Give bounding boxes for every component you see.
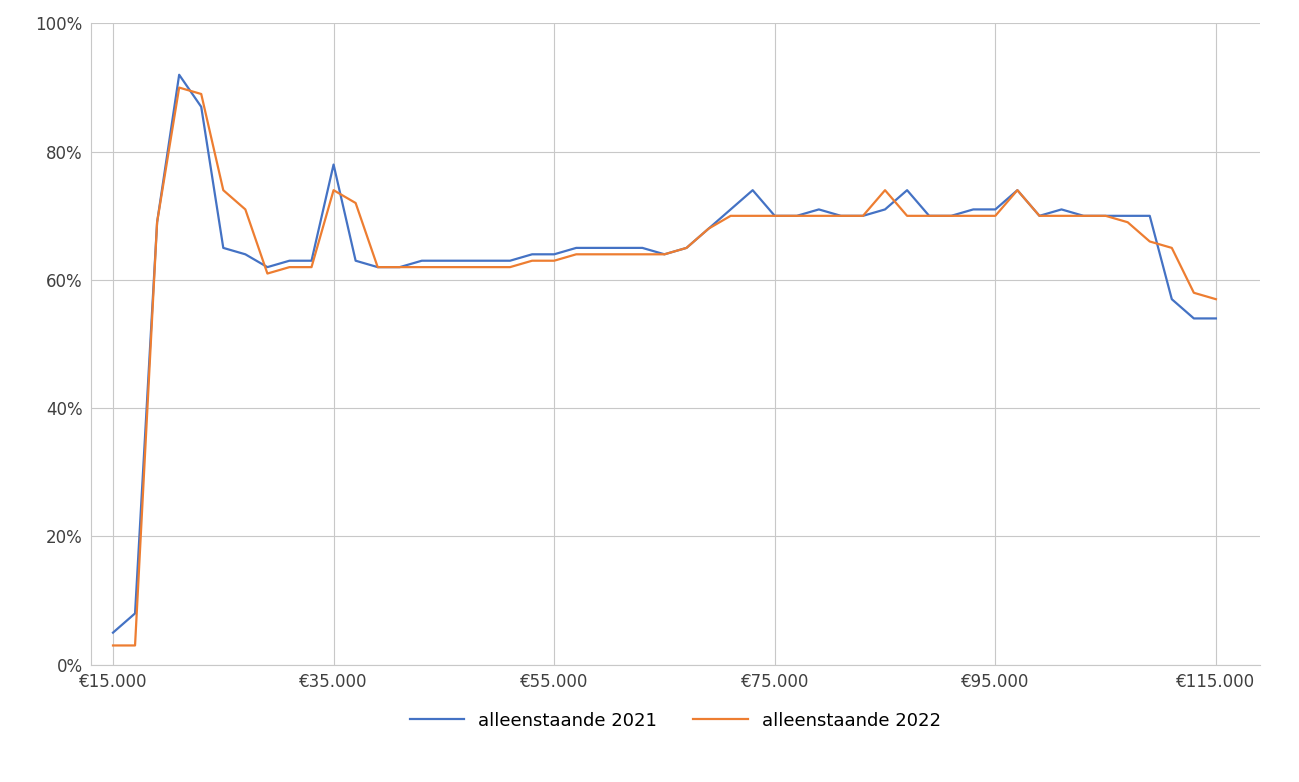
alleenstaande 2022	[1186, 288, 1202, 297]
alleenstaande 2021	[481, 256, 496, 265]
Legend: alleenstaande 2021, alleenstaande 2022: alleenstaande 2021, alleenstaande 2022	[401, 703, 950, 739]
Line: alleenstaande 2022: alleenstaande 2022	[113, 88, 1216, 645]
alleenstaande 2022	[370, 263, 386, 272]
alleenstaande 2021	[855, 211, 870, 221]
alleenstaande 2022	[921, 211, 937, 221]
alleenstaande 2022	[105, 640, 121, 650]
alleenstaande 2022	[459, 263, 474, 272]
Line: alleenstaande 2021: alleenstaande 2021	[113, 75, 1216, 633]
alleenstaande 2022	[171, 83, 187, 92]
alleenstaande 2021	[370, 263, 386, 272]
alleenstaande 2022	[481, 263, 496, 272]
alleenstaande 2022	[855, 211, 870, 221]
alleenstaande 2021	[171, 70, 187, 80]
alleenstaande 2021	[1186, 314, 1202, 323]
alleenstaande 2021	[105, 628, 121, 637]
alleenstaande 2021	[921, 211, 937, 221]
alleenstaande 2021	[459, 256, 474, 265]
alleenstaande 2021	[1208, 314, 1224, 323]
alleenstaande 2022	[1208, 295, 1224, 304]
